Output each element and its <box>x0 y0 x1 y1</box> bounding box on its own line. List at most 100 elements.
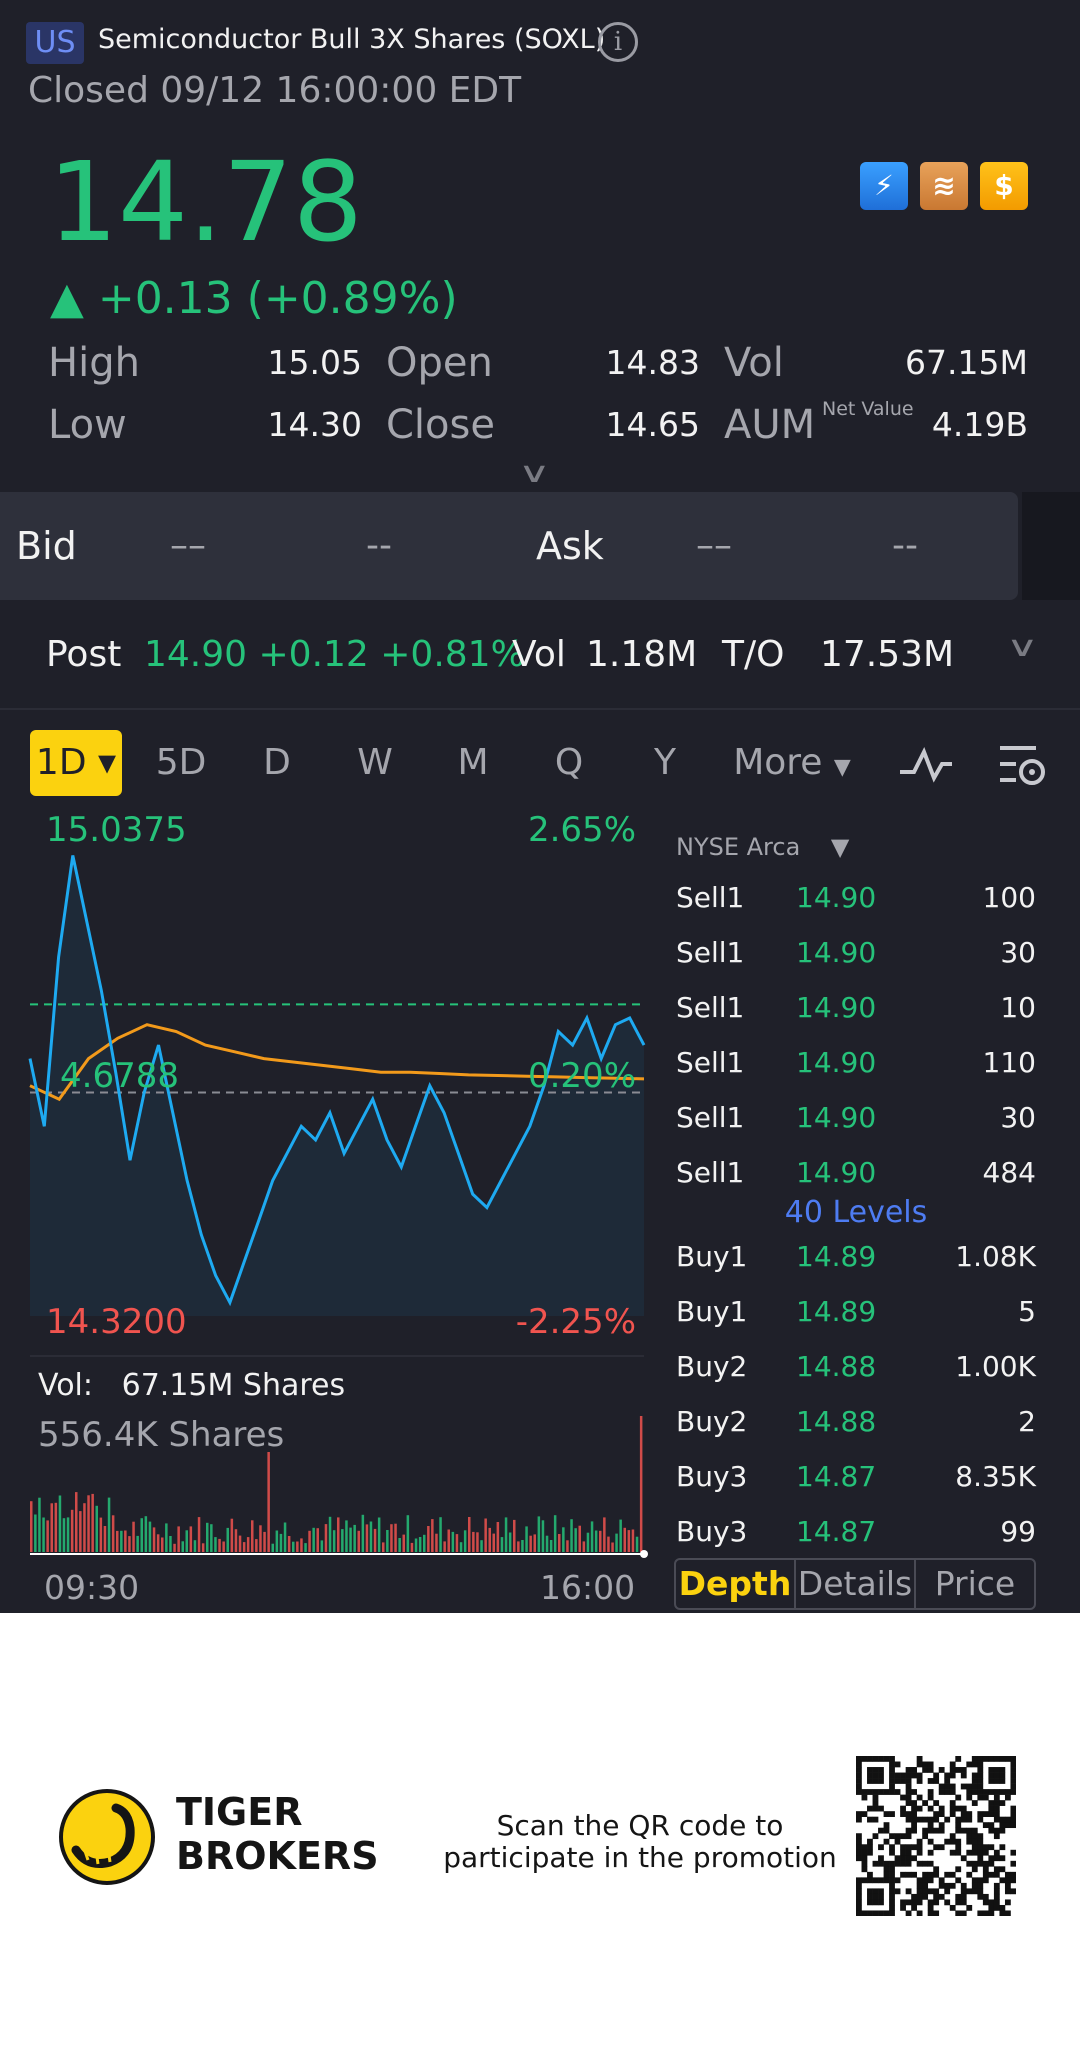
dollar-icon[interactable]: $ <box>980 162 1028 210</box>
intraday-chart[interactable] <box>0 808 660 1578</box>
buy-size: 99 <box>1000 1515 1036 1548</box>
volume-bar <box>386 1530 389 1552</box>
qr-module <box>878 1827 884 1834</box>
qr-module <box>988 1844 995 1851</box>
qr-module <box>960 1783 967 1790</box>
tab-more[interactable]: More ▼ <box>733 742 851 783</box>
qr-module <box>993 1904 1000 1911</box>
qr-module <box>949 1849 956 1856</box>
qr-module <box>927 1816 934 1823</box>
stack-a-icon[interactable]: ≋ <box>920 162 968 210</box>
qr-module <box>977 1756 984 1762</box>
tab-details[interactable]: Details <box>796 1560 916 1608</box>
volume-bar <box>341 1529 344 1552</box>
qr-module <box>966 1827 973 1834</box>
indicator-icon[interactable] <box>898 742 954 786</box>
qr-module <box>927 1767 934 1773</box>
aum-net-value-label: Net Value <box>822 398 914 420</box>
chart-settings-icon[interactable] <box>996 740 1048 788</box>
qr-code-icon[interactable] <box>856 1756 1016 1916</box>
qr-module <box>856 1833 862 1840</box>
volume-bar <box>267 1452 270 1552</box>
qr-module <box>960 1855 967 1862</box>
tab-5d[interactable]: 5D <box>155 742 207 783</box>
buy-price: 14.88 <box>796 1405 877 1438</box>
tab-price[interactable]: Price <box>934 1564 1016 1603</box>
qr-module <box>999 1910 1006 1916</box>
qr-module <box>867 1844 873 1851</box>
volume-axis-label: 556.4K Shares <box>38 1415 285 1455</box>
qr-module <box>999 1756 1006 1762</box>
qr-module <box>878 1888 884 1895</box>
qr-module <box>966 1904 973 1911</box>
qr-module <box>977 1838 984 1845</box>
volume-bar <box>95 1505 98 1552</box>
qr-module <box>938 1822 945 1829</box>
open-value: 14.83 <box>605 343 700 382</box>
qr-module <box>977 1772 984 1779</box>
qr-module <box>889 1756 895 1762</box>
qr-module <box>949 1904 956 1911</box>
qr-module <box>971 1888 978 1895</box>
qr-module <box>933 1844 940 1851</box>
tiger-logo-icon <box>59 1789 155 1885</box>
volume-bar <box>586 1532 590 1552</box>
volume-bar <box>476 1532 479 1552</box>
tab-1d[interactable]: 1D ▾ <box>30 730 122 796</box>
qr-module <box>900 1871 906 1878</box>
qr-module <box>955 1805 962 1812</box>
qr-module <box>949 1800 956 1806</box>
qr-module <box>949 1805 956 1812</box>
qr-module <box>856 1756 862 1762</box>
qr-module <box>911 1811 917 1817</box>
qr-module <box>944 1783 951 1790</box>
qr-module <box>949 1838 956 1845</box>
volume-bar <box>287 1536 291 1552</box>
qr-module <box>999 1877 1006 1884</box>
qr-module <box>960 1888 967 1895</box>
orderbook-tabs: Depth Details Price <box>674 1558 1036 1610</box>
post-expand-chevron-icon[interactable]: ∨ <box>1005 630 1039 663</box>
qr-module <box>933 1899 940 1906</box>
qr-module <box>872 1772 879 1779</box>
qr-module <box>867 1910 873 1916</box>
section-divider <box>0 708 1080 710</box>
volume-bar <box>566 1540 569 1552</box>
expand-stats-chevron-icon[interactable]: ∨ <box>517 456 551 489</box>
qr-module <box>938 1893 945 1900</box>
qr-module <box>872 1805 879 1812</box>
sell-price: 14.90 <box>796 1156 877 1189</box>
sell-side: Sell1 <box>676 1101 745 1134</box>
info-icon[interactable]: i <box>598 22 638 62</box>
qr-module <box>867 1877 873 1884</box>
sell-side: Sell1 <box>676 991 745 1024</box>
tab-y[interactable]: Y <box>654 742 676 783</box>
qr-module <box>883 1756 890 1762</box>
tab-depth[interactable]: Depth <box>676 1560 796 1608</box>
tab-m[interactable]: M <box>457 742 489 783</box>
volume-bar <box>553 1515 557 1552</box>
tab-q[interactable]: Q <box>554 742 584 783</box>
qr-module <box>977 1783 984 1790</box>
qr-module <box>977 1849 984 1856</box>
qr-module <box>856 1888 862 1895</box>
qr-module <box>883 1811 890 1817</box>
qr-module <box>894 1833 901 1840</box>
qr-module <box>1010 1767 1016 1773</box>
tab-d[interactable]: D <box>263 742 291 783</box>
qr-module <box>883 1877 890 1884</box>
exchange-selector[interactable]: NYSE Arca ▼ <box>676 833 850 861</box>
qr-module <box>999 1772 1006 1779</box>
qr-module <box>999 1827 1006 1834</box>
last-price: 14.78 <box>48 138 363 266</box>
buy-size: 1.00K <box>955 1350 1036 1383</box>
levels-link[interactable]: 40 Levels <box>784 1195 928 1230</box>
qr-module <box>922 1888 929 1895</box>
qr-module <box>900 1904 906 1911</box>
qr-module <box>982 1899 989 1906</box>
qr-module <box>905 1816 912 1823</box>
lightning-1-icon[interactable]: ⚡ <box>860 162 908 210</box>
tab-w[interactable]: W <box>357 742 393 783</box>
qr-module <box>938 1877 945 1884</box>
qr-module <box>889 1866 895 1873</box>
